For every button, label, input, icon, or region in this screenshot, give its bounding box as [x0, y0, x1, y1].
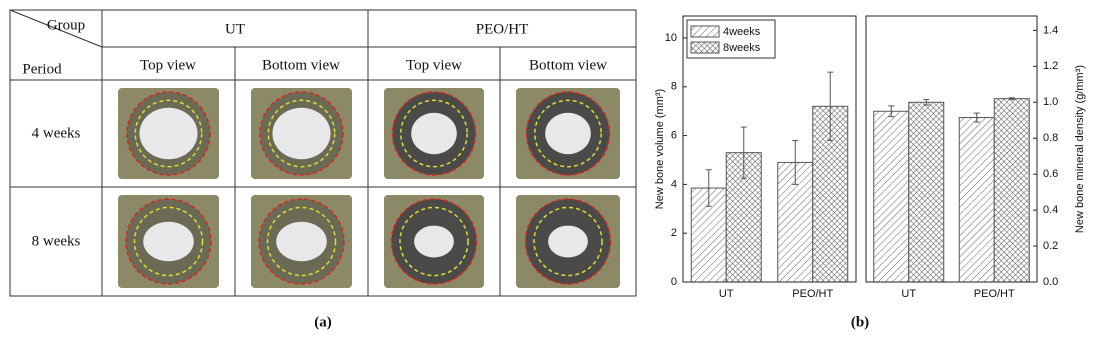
- bar: [873, 110, 910, 283]
- y-axis-label: New bone volume (mm³): [654, 89, 666, 209]
- specimen-image: [516, 195, 620, 288]
- outer-ring: [524, 198, 612, 285]
- x-tick-label: PEO/HT: [974, 288, 1015, 300]
- y-tick-label: 0: [671, 276, 677, 288]
- outer-ring: [390, 198, 478, 285]
- inner-ring: [134, 99, 203, 168]
- bar: [958, 117, 995, 283]
- table-border: [9, 9, 637, 297]
- y-tick-label: 1.0: [1043, 96, 1058, 108]
- new-bone: [545, 112, 591, 155]
- legend-label: 8weeks: [723, 42, 761, 54]
- y-tick-label: 10: [665, 32, 677, 44]
- new-bone: [414, 225, 454, 258]
- group-header: PEO/HT: [476, 21, 529, 37]
- specimen-image: [384, 88, 484, 179]
- inner-ring: [266, 206, 337, 277]
- specimen-image: [251, 88, 352, 179]
- y-tick-label: 0.4: [1043, 204, 1058, 216]
- inner-ring: [133, 206, 204, 277]
- x-tick-label: UT: [719, 288, 734, 300]
- legend-swatch: [690, 25, 720, 38]
- outer-ring: [525, 91, 611, 176]
- legend-swatch: [690, 41, 720, 54]
- y-tick-label: 0.0: [1043, 276, 1058, 288]
- corner-diagonal: [9, 9, 103, 48]
- y-axis-label: New bone mineral density (g/mm³): [1074, 65, 1086, 233]
- y-tick-label: 6: [671, 129, 677, 141]
- row-header: 8 weeks: [32, 233, 81, 249]
- new-bone: [143, 221, 194, 262]
- plot-frame: [865, 15, 1038, 283]
- corner-group: Group: [47, 17, 85, 33]
- y-tick-label: 1.2: [1043, 60, 1058, 72]
- y-tick-label: 0.6: [1043, 168, 1058, 180]
- inner-ring: [400, 99, 468, 168]
- new-bone: [276, 221, 327, 262]
- x-tick-label: PEO/HT: [792, 288, 833, 300]
- y-tick-label: 0.8: [1043, 132, 1058, 144]
- outer-ring: [126, 91, 211, 176]
- new-bone: [411, 112, 457, 155]
- view-header: Bottom view: [262, 57, 340, 73]
- new-bone: [548, 225, 588, 258]
- caption: (a): [314, 314, 332, 330]
- bar: [908, 101, 945, 283]
- outer-ring: [259, 91, 344, 176]
- y-tick-label: 0.2: [1043, 240, 1058, 252]
- inner-ring: [267, 99, 336, 168]
- outer-ring: [391, 91, 477, 176]
- view-header: Bottom view: [529, 57, 607, 73]
- specimen-image: [251, 195, 352, 288]
- new-bone: [139, 107, 198, 160]
- specimen-image: [384, 195, 484, 288]
- legend-label: 4weeks: [723, 26, 761, 38]
- new-bone: [272, 107, 331, 160]
- y-tick-label: 2: [671, 227, 677, 239]
- x-tick-label: UT: [901, 288, 916, 300]
- view-header: Top view: [140, 57, 196, 73]
- group-header: UT: [225, 21, 245, 37]
- specimen-image: [118, 195, 219, 288]
- inner-ring: [534, 99, 602, 168]
- outer-ring: [125, 198, 212, 285]
- specimen-image: [118, 88, 219, 179]
- inner-ring: [533, 206, 603, 277]
- caption: (b): [851, 314, 869, 330]
- y-tick-label: 4: [671, 178, 677, 190]
- y-tick-label: 1.4: [1043, 24, 1058, 36]
- y-tick-label: 8: [671, 81, 677, 93]
- specimen-image: [516, 88, 620, 179]
- view-header: Top view: [406, 57, 462, 73]
- plot-frame: [682, 15, 857, 283]
- corner-period: Period: [22, 61, 62, 77]
- inner-ring: [399, 206, 469, 277]
- bar: [993, 98, 1030, 283]
- row-header: 4 weeks: [32, 125, 81, 141]
- table: [9, 9, 637, 297]
- outer-ring: [258, 198, 345, 285]
